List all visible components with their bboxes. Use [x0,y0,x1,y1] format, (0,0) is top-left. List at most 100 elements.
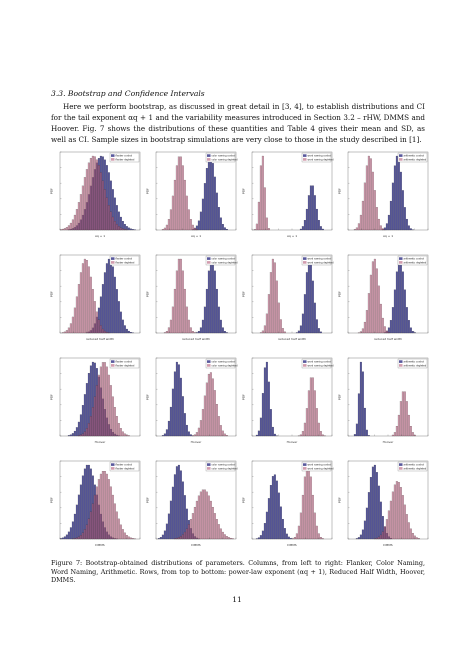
histogram-bar [125,328,128,334]
legend-swatch [399,364,403,367]
legend-swatch [207,364,211,367]
histogram-bar [293,536,296,540]
legend-swatch [111,261,115,264]
histogram-bar [73,430,76,437]
histogram-bar [129,228,132,231]
histogram-bar [181,481,184,540]
legend-label: arithmetic control [404,464,425,467]
histogram-bar [411,533,414,540]
histogram-bar [285,533,288,540]
histogram-bar [231,538,234,540]
legend-swatch [303,154,307,157]
histogram-bar [185,195,188,231]
histogram-bar [177,156,180,231]
legend-swatch [111,154,115,157]
histogram-bar [409,528,412,540]
histogram-bar [111,494,114,540]
histogram-bar [81,433,84,437]
histogram-bar [73,214,76,231]
histogram-bar [127,227,130,231]
histogram-bar [181,270,184,334]
histogram-bar [181,165,184,231]
histogram-bar [95,159,98,231]
x-axis-label: reduced half width [278,337,306,341]
histogram-bar [393,165,396,231]
histogram-bar [191,224,194,231]
legend-label: flanker depleted [116,364,135,367]
legend-swatch [399,154,403,157]
x-axis-label: αq + 1 [287,234,297,238]
histogram-bar [223,433,226,437]
histogram-bar [263,523,266,540]
histogram-bar [273,262,276,334]
legend-box [205,358,236,369]
histogram-bar [407,225,410,231]
histogram-bar [187,524,190,540]
histogram-bar [123,433,126,437]
histogram-bar [181,534,184,540]
histogram-bar [163,332,166,334]
histogram-bar [301,494,304,540]
histogram-bar [353,229,356,231]
histogram-bar [121,319,124,334]
histogram-bar [175,361,178,437]
plot-frame [347,254,429,334]
page-number: 11 [232,595,242,604]
histogram-bar [169,406,172,437]
histogram-bar [125,535,128,540]
histogram-bar [361,200,364,231]
histogram-bar [75,296,78,334]
histogram-bar [111,396,114,437]
histogram-bar [393,432,396,437]
histogram-bar [189,219,192,231]
histogram-bar [113,503,116,540]
histogram-bar [207,495,210,540]
histogram-bar [385,519,388,540]
legend-swatch [303,257,307,260]
histogram-bar [391,307,394,334]
histogram-bar [129,537,132,540]
histogram-bar [177,258,180,334]
histogram-bar [171,306,174,334]
histogram-bar [209,500,212,540]
legend-label: color naming control [212,258,236,261]
histogram-bar [261,530,264,540]
legend-swatch [303,360,307,363]
legend-label: word naming control [308,258,332,261]
y-axis-label: PDF [338,394,342,400]
histogram-bar [75,537,78,540]
histogram-bar [123,325,126,334]
legend-box [301,152,332,163]
legend-label: color naming depleted [212,261,238,264]
histogram-bar [127,330,130,334]
histogram-panel: flanker control flanker depleted PDF αq + 1 [48,146,144,248]
histogram-bar [87,266,90,334]
legend-label: color naming depleted [212,158,238,161]
histogram-bar [265,217,268,231]
histogram-bar [269,272,272,334]
histogram-bar [201,319,204,334]
histogram-bar [307,195,310,231]
y-axis-label: PDF [242,497,246,503]
legend-box [397,358,428,369]
histogram-bar [223,534,226,540]
legend-label: flanker control [116,258,133,261]
histogram-bar [373,258,376,334]
legend-label: arithmetic depleted [404,364,427,367]
legend-swatch [207,463,211,466]
x-axis-label: αq + 1 [191,234,201,238]
histogram-bar [87,518,90,540]
legend-label: color naming control [212,361,236,364]
histogram-bar [301,431,304,437]
histogram-bar [303,294,306,334]
histogram-bar [355,423,358,437]
histogram-bar [301,226,304,231]
histogram-bar [213,176,216,231]
histogram-bar [207,157,210,231]
histogram-bar [303,476,306,540]
histogram-bar [297,525,300,540]
histogram-bar [373,190,376,231]
histogram-bar [315,408,318,437]
